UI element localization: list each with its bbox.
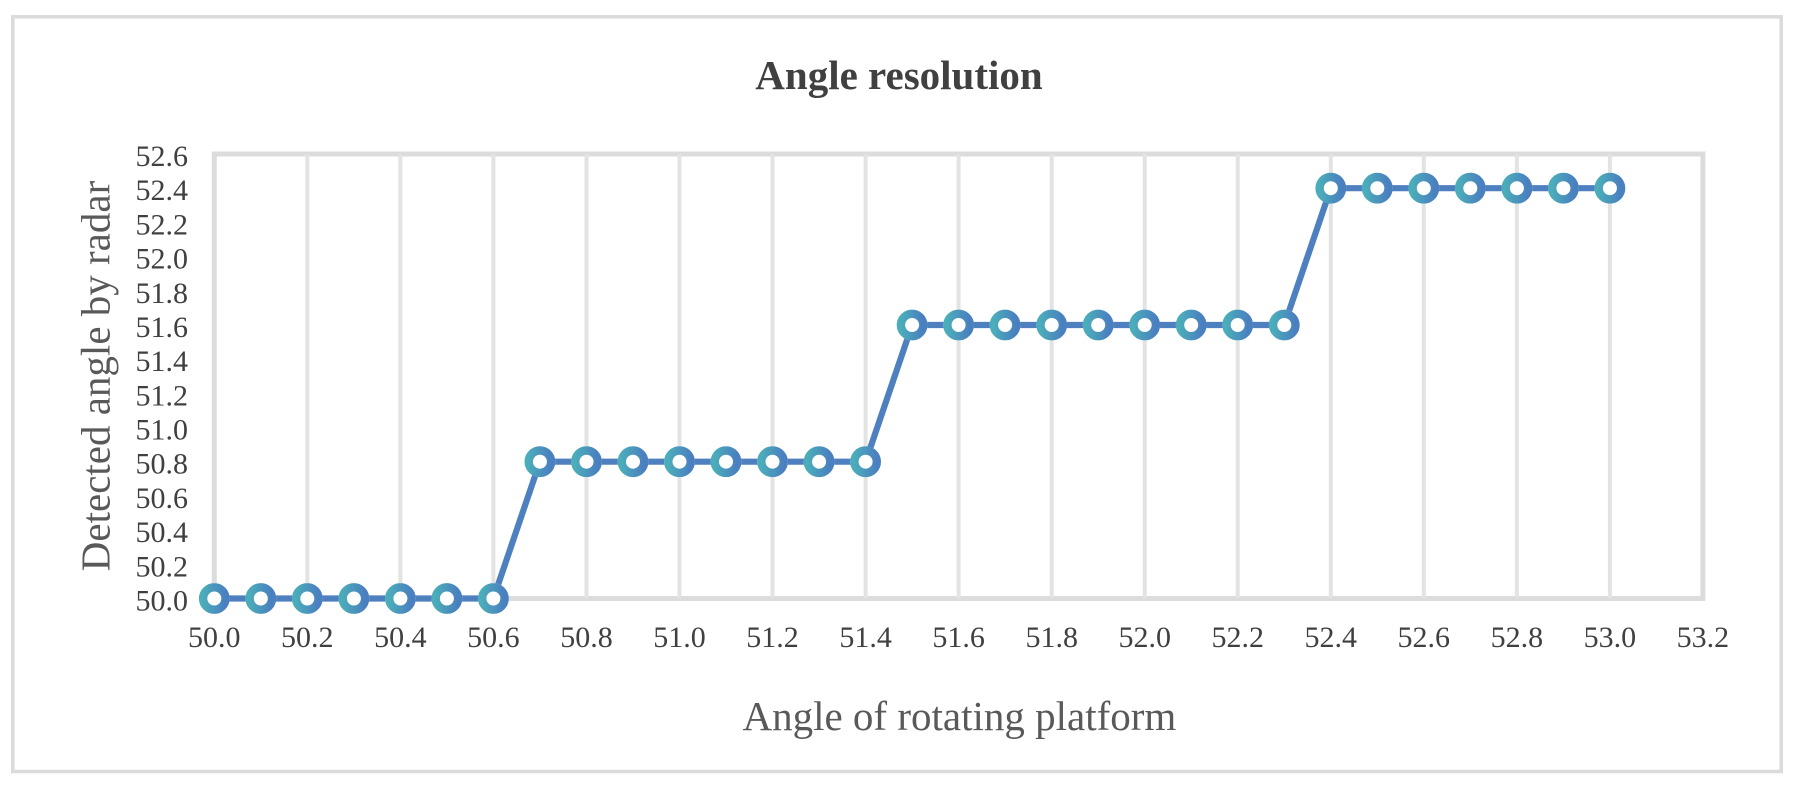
- svg-text:51.0: 51.0: [136, 414, 189, 447]
- svg-text:50.2: 50.2: [281, 621, 334, 654]
- svg-text:53.0: 53.0: [1584, 621, 1637, 654]
- svg-text:52.4: 52.4: [1305, 621, 1358, 654]
- svg-text:50.4: 50.4: [374, 621, 427, 654]
- svg-text:50.0: 50.0: [188, 621, 241, 654]
- svg-text:50.2: 50.2: [136, 550, 189, 583]
- svg-text:51.8: 51.8: [136, 277, 189, 310]
- svg-text:50.4: 50.4: [136, 516, 189, 549]
- svg-text:52.2: 52.2: [1211, 621, 1264, 654]
- svg-text:52.0: 52.0: [136, 243, 189, 276]
- svg-text:52.6: 52.6: [1398, 621, 1451, 654]
- svg-text:51.2: 51.2: [746, 621, 799, 654]
- svg-text:50.0: 50.0: [136, 585, 189, 618]
- svg-text:51.8: 51.8: [1025, 621, 1078, 654]
- svg-text:Angle resolution: Angle resolution: [755, 52, 1043, 98]
- svg-text:52.4: 52.4: [136, 174, 189, 207]
- svg-text:52.2: 52.2: [136, 208, 189, 241]
- svg-text:Detected angle by radar: Detected angle by radar: [73, 180, 119, 571]
- svg-text:Angle of rotating platform: Angle of rotating platform: [742, 693, 1176, 739]
- svg-text:50.8: 50.8: [560, 621, 613, 654]
- svg-text:53.2: 53.2: [1677, 621, 1730, 654]
- svg-text:51.2: 51.2: [136, 379, 189, 412]
- svg-text:51.6: 51.6: [136, 311, 189, 344]
- svg-text:50.6: 50.6: [136, 482, 189, 515]
- svg-text:50.8: 50.8: [136, 448, 189, 481]
- svg-text:50.6: 50.6: [467, 621, 520, 654]
- svg-text:51.6: 51.6: [932, 621, 985, 654]
- svg-text:51.0: 51.0: [653, 621, 706, 654]
- svg-text:52.6: 52.6: [136, 140, 189, 173]
- svg-text:51.4: 51.4: [136, 345, 189, 378]
- svg-text:52.0: 52.0: [1118, 621, 1171, 654]
- svg-text:51.4: 51.4: [839, 621, 892, 654]
- svg-text:52.8: 52.8: [1491, 621, 1544, 654]
